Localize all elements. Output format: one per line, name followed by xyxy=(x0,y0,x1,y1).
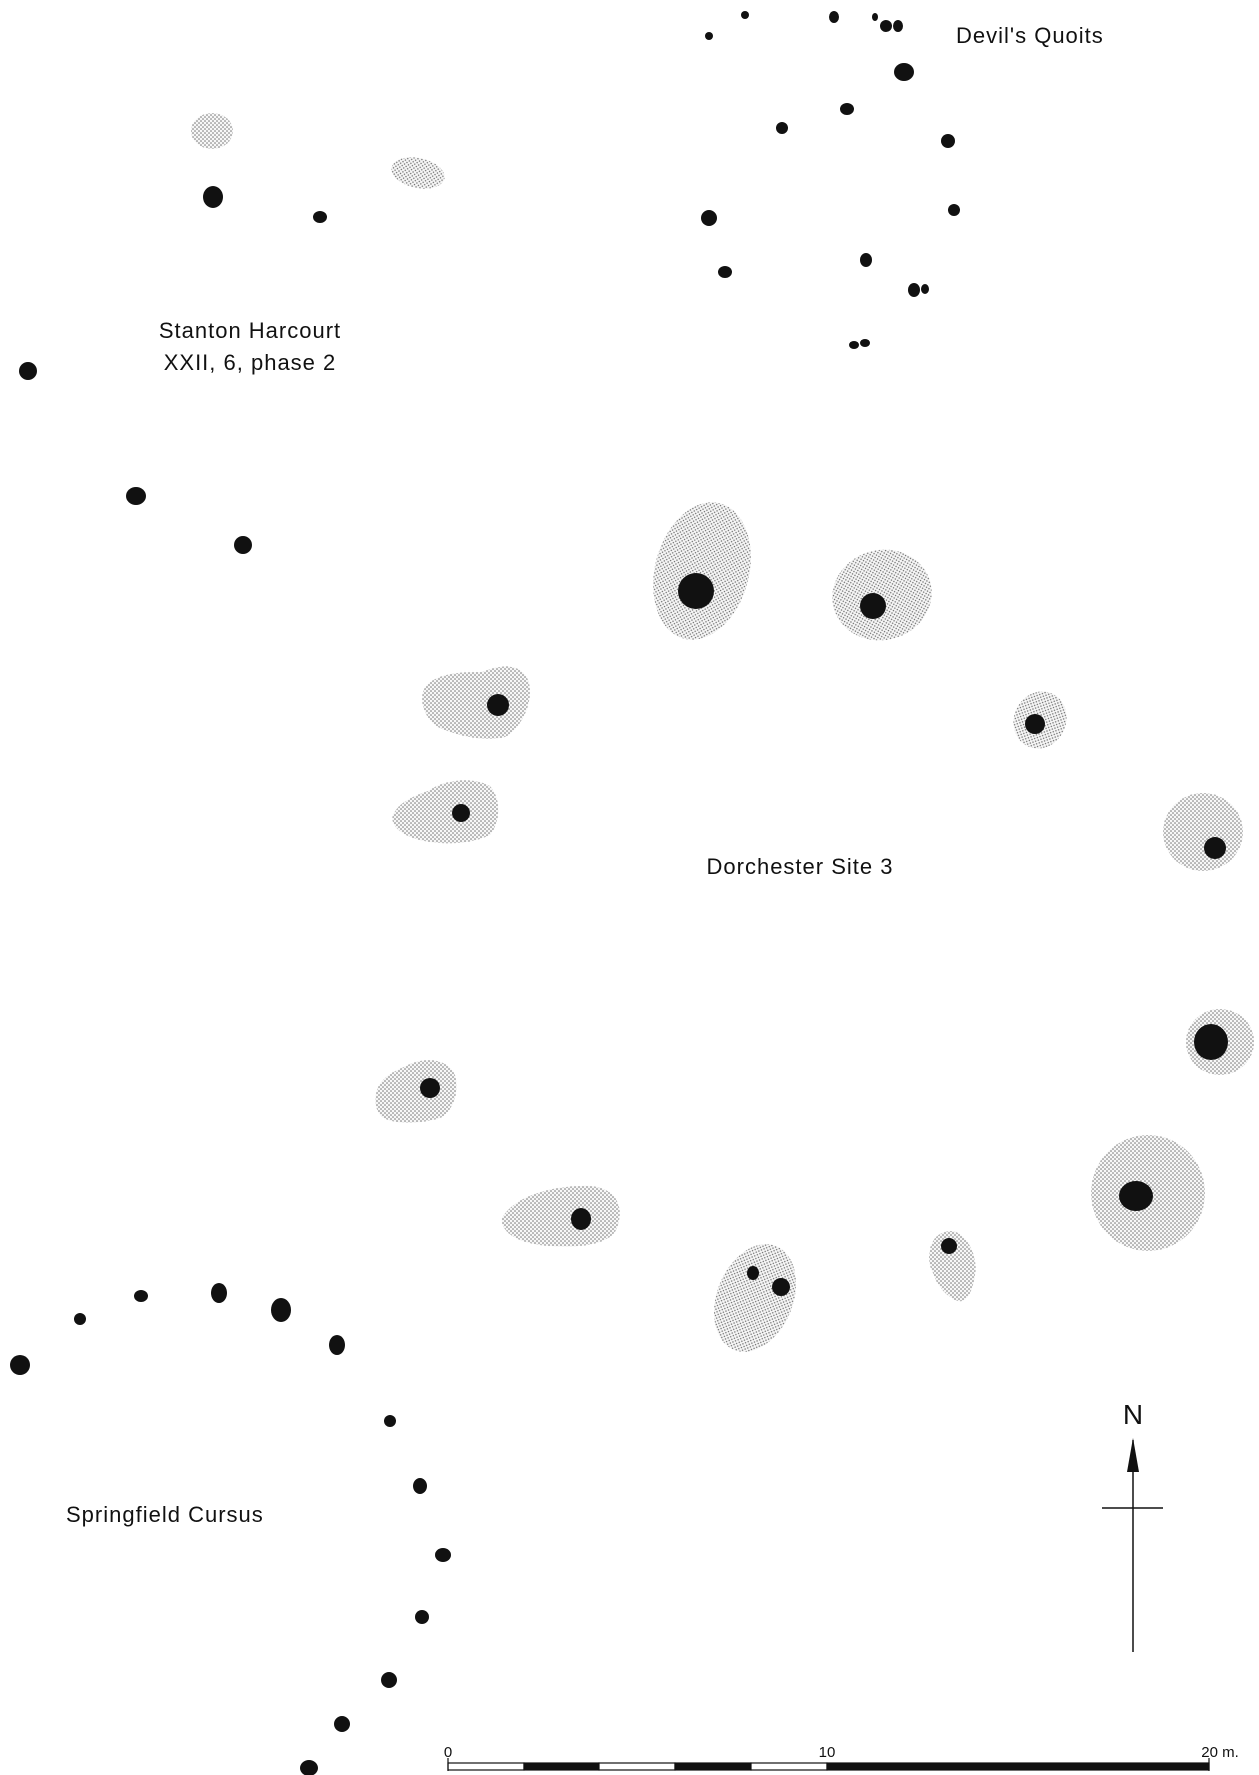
post-hole xyxy=(334,1716,350,1732)
devils-quoits-label: Devil's Quoits xyxy=(956,23,1104,48)
stipple-pit xyxy=(653,502,751,640)
stipple-pit xyxy=(422,666,530,739)
scale-segment xyxy=(447,1762,525,1771)
post-hole xyxy=(772,1278,790,1296)
post-hole xyxy=(860,339,870,347)
post-hole xyxy=(747,1266,759,1280)
scale-tick-10: 10 xyxy=(819,1744,836,1761)
post-hole xyxy=(203,186,223,208)
post-hole xyxy=(893,20,903,32)
stipple-pit xyxy=(713,1244,797,1352)
post-hole xyxy=(435,1548,451,1562)
scale-segment xyxy=(523,1762,600,1771)
post-hole xyxy=(134,1290,148,1302)
scale-segment xyxy=(826,1762,1210,1771)
post-hole xyxy=(718,266,732,278)
post-hole xyxy=(1119,1181,1153,1211)
post-hole xyxy=(829,11,839,23)
stipple-pit xyxy=(929,1230,976,1302)
post-hole xyxy=(74,1313,86,1325)
stanton-harcourt-label: Stanton Harcourt xyxy=(159,318,341,343)
scale-segment xyxy=(598,1762,676,1771)
stipple-pit xyxy=(1163,793,1243,871)
stipple-pit xyxy=(392,780,499,844)
stipple-pit xyxy=(375,1060,457,1123)
post-hole xyxy=(741,11,749,19)
stipple-pit xyxy=(832,549,932,641)
north-label: N xyxy=(1123,1399,1143,1430)
stipple-pit xyxy=(501,1185,620,1247)
post-hole xyxy=(908,283,920,297)
post-hole xyxy=(880,20,892,32)
dorchester-label: Dorchester Site 3 xyxy=(707,854,894,879)
post-hole xyxy=(941,1238,957,1254)
devils-quoits-group: Devil's Quoits xyxy=(701,11,1104,349)
post-hole xyxy=(384,1415,396,1427)
post-hole xyxy=(420,1078,440,1098)
post-hole xyxy=(678,573,714,609)
post-hole xyxy=(415,1610,429,1624)
post-hole xyxy=(1025,714,1045,734)
post-hole xyxy=(776,122,788,134)
post-hole xyxy=(840,103,854,115)
post-hole xyxy=(872,13,878,21)
scale-segment xyxy=(674,1762,752,1771)
post-hole xyxy=(300,1760,318,1775)
post-hole xyxy=(19,362,37,380)
post-hole xyxy=(329,1335,345,1355)
post-hole xyxy=(313,211,327,223)
springfield-cursus-group: Springfield Cursus xyxy=(10,1283,451,1775)
scale-bar: 0 10 20 m. xyxy=(444,1744,1239,1771)
springfield-label: Springfield Cursus xyxy=(66,1502,264,1527)
post-hole xyxy=(705,32,713,40)
north-arrow: N xyxy=(1102,1399,1163,1652)
post-hole xyxy=(701,210,717,226)
post-hole xyxy=(487,694,509,716)
post-hole xyxy=(921,284,929,294)
post-hole xyxy=(452,804,470,822)
post-hole xyxy=(860,593,886,619)
post-hole xyxy=(948,204,960,216)
post-hole xyxy=(271,1298,291,1322)
stanton-harcourt-sublabel: XXII, 6, phase 2 xyxy=(164,350,337,375)
post-hole xyxy=(894,63,914,81)
post-hole xyxy=(211,1283,227,1303)
post-hole xyxy=(126,487,146,505)
post-hole xyxy=(234,536,252,554)
dorchester-site-3-group: Dorchester Site 3 xyxy=(375,502,1254,1352)
post-hole xyxy=(860,253,872,267)
post-hole xyxy=(10,1355,30,1375)
post-hole xyxy=(849,341,859,349)
post-hole xyxy=(571,1208,591,1230)
stanton-harcourt-group: Stanton Harcourt XXII, 6, phase 2 xyxy=(19,113,445,554)
post-hole xyxy=(1194,1024,1228,1060)
north-arrow-head xyxy=(1127,1438,1139,1472)
stipple-pit xyxy=(391,157,445,189)
post-hole xyxy=(381,1672,397,1688)
post-hole xyxy=(1204,837,1226,859)
stipple-pit xyxy=(191,113,233,149)
scale-segment xyxy=(750,1762,828,1771)
scale-tick-0: 0 xyxy=(444,1744,452,1761)
post-hole xyxy=(941,134,955,148)
post-hole xyxy=(413,1478,427,1494)
scale-tick-20: 20 m. xyxy=(1201,1744,1239,1761)
